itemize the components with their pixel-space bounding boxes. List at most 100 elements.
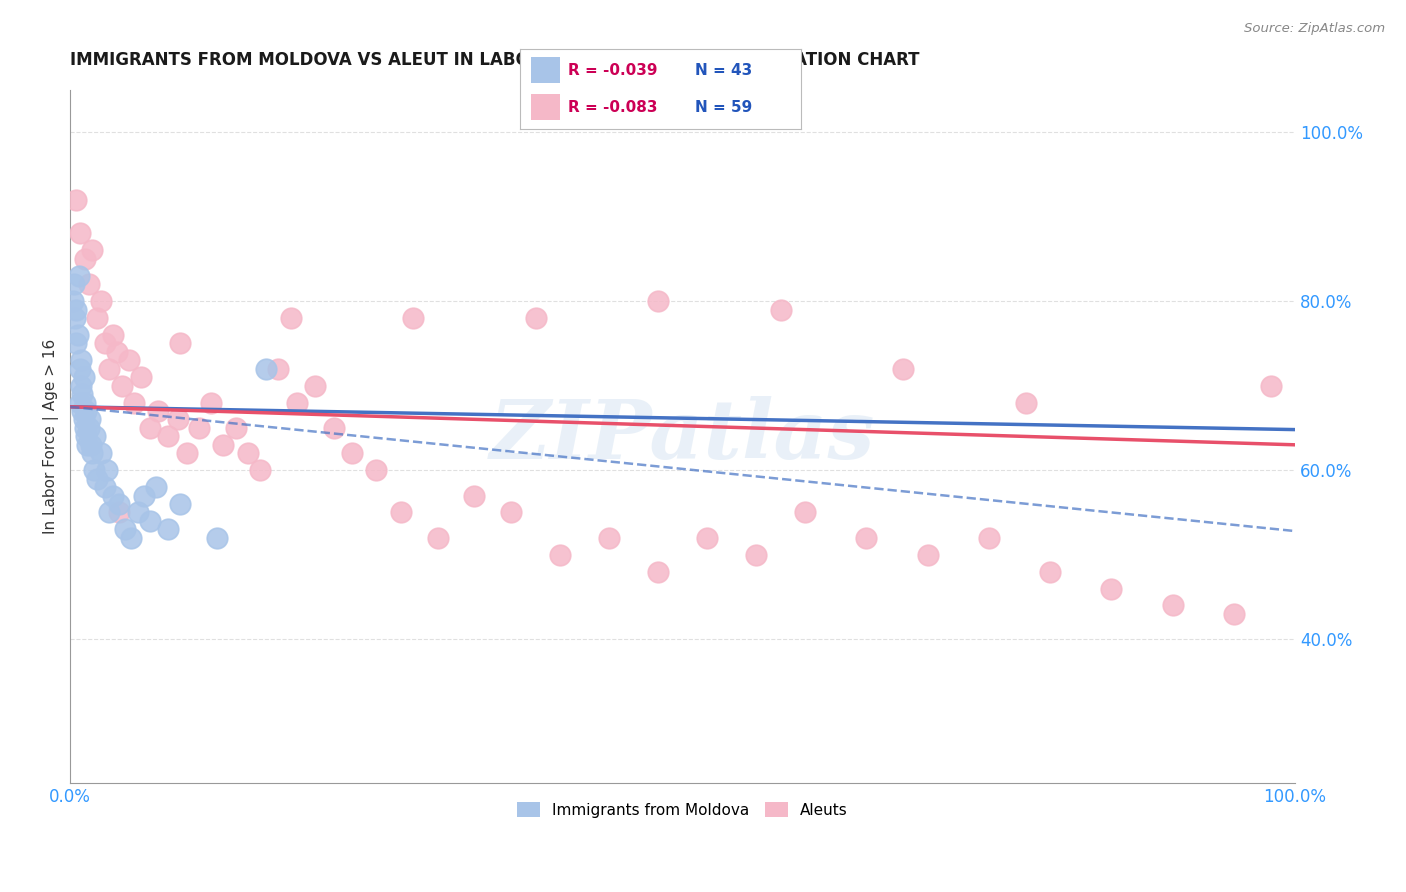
- Point: [389, 506, 412, 520]
- Point: [267, 361, 290, 376]
- Point: [63, 310, 86, 325]
- Point: [77, 421, 100, 435]
- Point: [891, 361, 914, 376]
- Text: Source: ZipAtlas.com: Source: ZipAtlas.com: [1244, 22, 1385, 36]
- Point: [73, 252, 96, 266]
- Point: [127, 506, 149, 520]
- Point: [98, 361, 121, 376]
- Point: [1099, 582, 1122, 596]
- Point: [745, 548, 768, 562]
- Point: [187, 421, 209, 435]
- Point: [65, 193, 87, 207]
- Point: [598, 531, 620, 545]
- Point: [83, 429, 105, 443]
- Point: [77, 277, 100, 292]
- Point: [696, 531, 718, 545]
- Point: [63, 277, 86, 292]
- Point: [105, 344, 128, 359]
- Point: [548, 548, 571, 562]
- Point: [86, 310, 108, 325]
- Point: [65, 336, 87, 351]
- Point: [236, 446, 259, 460]
- Point: [205, 531, 228, 545]
- Bar: [531, 57, 560, 83]
- Point: [82, 446, 104, 460]
- Point: [73, 395, 96, 409]
- Point: [157, 429, 180, 443]
- Point: [90, 294, 112, 309]
- Point: [139, 421, 162, 435]
- Point: [977, 531, 1000, 545]
- Point: [340, 446, 363, 460]
- Point: [145, 480, 167, 494]
- Point: [139, 514, 162, 528]
- Point: [129, 370, 152, 384]
- Point: [148, 404, 170, 418]
- Point: [132, 489, 155, 503]
- Point: [101, 327, 124, 342]
- Point: [75, 404, 97, 418]
- Point: [90, 446, 112, 460]
- Point: [70, 378, 93, 392]
- Point: [76, 438, 98, 452]
- Point: [80, 438, 103, 452]
- Text: R = -0.039: R = -0.039: [568, 63, 658, 78]
- Text: N = 43: N = 43: [695, 63, 752, 78]
- Point: [69, 361, 91, 376]
- Text: ZIPatlas: ZIPatlas: [489, 396, 876, 476]
- Point: [72, 387, 94, 401]
- Point: [169, 497, 191, 511]
- Point: [96, 463, 118, 477]
- Point: [111, 378, 134, 392]
- Text: N = 59: N = 59: [695, 100, 752, 115]
- Point: [212, 438, 235, 452]
- Point: [426, 531, 449, 545]
- Point: [122, 395, 145, 409]
- Point: [1039, 565, 1062, 579]
- Point: [69, 395, 91, 409]
- Point: [463, 489, 485, 503]
- Point: [917, 548, 939, 562]
- Point: [72, 404, 94, 418]
- Point: [67, 268, 90, 283]
- Point: [169, 336, 191, 351]
- Legend: Immigrants from Moldova, Aleuts: Immigrants from Moldova, Aleuts: [512, 796, 853, 824]
- Point: [501, 506, 523, 520]
- Point: [108, 497, 131, 511]
- Point: [83, 463, 105, 477]
- Point: [855, 531, 877, 545]
- Point: [62, 294, 84, 309]
- Point: [121, 531, 143, 545]
- Point: [249, 463, 271, 477]
- Point: [93, 336, 115, 351]
- Text: R = -0.083: R = -0.083: [568, 100, 658, 115]
- Point: [101, 489, 124, 503]
- Point: [304, 378, 326, 392]
- Text: IMMIGRANTS FROM MOLDOVA VS ALEUT IN LABOR FORCE | AGE > 16 CORRELATION CHART: IMMIGRANTS FROM MOLDOVA VS ALEUT IN LABO…: [70, 51, 920, 69]
- Point: [524, 310, 547, 325]
- Point: [98, 506, 121, 520]
- Point: [66, 327, 89, 342]
- Y-axis label: In Labor Force | Age > 16: In Labor Force | Age > 16: [44, 339, 59, 534]
- Point: [73, 412, 96, 426]
- Point: [108, 506, 131, 520]
- Point: [176, 446, 198, 460]
- Point: [118, 353, 141, 368]
- Point: [402, 310, 425, 325]
- Point: [647, 294, 669, 309]
- Point: [1161, 599, 1184, 613]
- Point: [285, 395, 308, 409]
- Point: [157, 522, 180, 536]
- Point: [769, 302, 792, 317]
- Point: [280, 310, 302, 325]
- Point: [75, 429, 97, 443]
- Point: [79, 412, 101, 426]
- Point: [167, 412, 190, 426]
- Point: [86, 472, 108, 486]
- Point: [322, 421, 344, 435]
- Point: [1260, 378, 1282, 392]
- Point: [1223, 607, 1246, 621]
- Point: [82, 244, 104, 258]
- Point: [114, 522, 136, 536]
- Point: [65, 302, 87, 317]
